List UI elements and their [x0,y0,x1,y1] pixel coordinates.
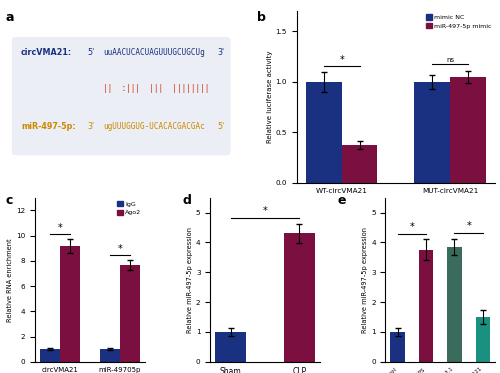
Text: 3': 3' [87,122,94,131]
Text: uuAACUCACUAGUUUGCUGCUg: uuAACUCACUAGUUUGCUGCUg [103,48,205,57]
Text: ||  :|||  |||  ||||||||: || :||| ||| |||||||| [103,84,210,93]
Text: c: c [5,194,12,207]
Bar [40,349,60,362]
Bar [284,233,315,362]
Text: 5': 5' [87,48,94,57]
Legend: IgG, Ago2: IgG, Ago2 [116,201,141,216]
Bar [450,77,486,183]
Text: *: * [340,55,344,65]
Bar [100,349,120,362]
Bar [120,264,140,362]
Text: a: a [5,11,14,24]
Text: *: * [466,221,471,231]
Text: 3': 3' [217,48,224,57]
Y-axis label: Relative miR-497-5p expression: Relative miR-497-5p expression [187,227,193,333]
Text: b: b [258,11,266,24]
Bar [390,332,404,362]
Bar [342,145,378,183]
Text: *: * [58,223,62,233]
Text: *: * [262,206,268,216]
Text: ns: ns [446,57,454,63]
Bar [448,247,462,362]
Text: *: * [118,244,122,254]
Text: d: d [182,194,192,207]
Text: circVMA21:: circVMA21: [21,48,72,57]
Text: 5': 5' [217,122,224,131]
Y-axis label: Relative luciferase activity: Relative luciferase activity [267,51,273,143]
Y-axis label: Relative RNA enrichment: Relative RNA enrichment [7,238,14,322]
Text: e: e [338,194,346,207]
Legend: mimic NC, miR-497-5p mimic: mimic NC, miR-497-5p mimic [426,14,492,29]
FancyBboxPatch shape [12,37,230,155]
Text: ugUUUGGUG-UCACACGACGAc: ugUUUGGUG-UCACACGACGAc [103,122,205,131]
Bar [414,82,450,183]
Y-axis label: Relative miR-497-5p expression: Relative miR-497-5p expression [362,227,368,333]
Bar [60,246,80,362]
Text: *: * [410,222,414,232]
Bar [306,82,342,183]
Text: miR-497-5p:: miR-497-5p: [21,122,76,131]
Bar [215,332,246,362]
Bar [419,250,433,362]
Bar [476,317,490,362]
